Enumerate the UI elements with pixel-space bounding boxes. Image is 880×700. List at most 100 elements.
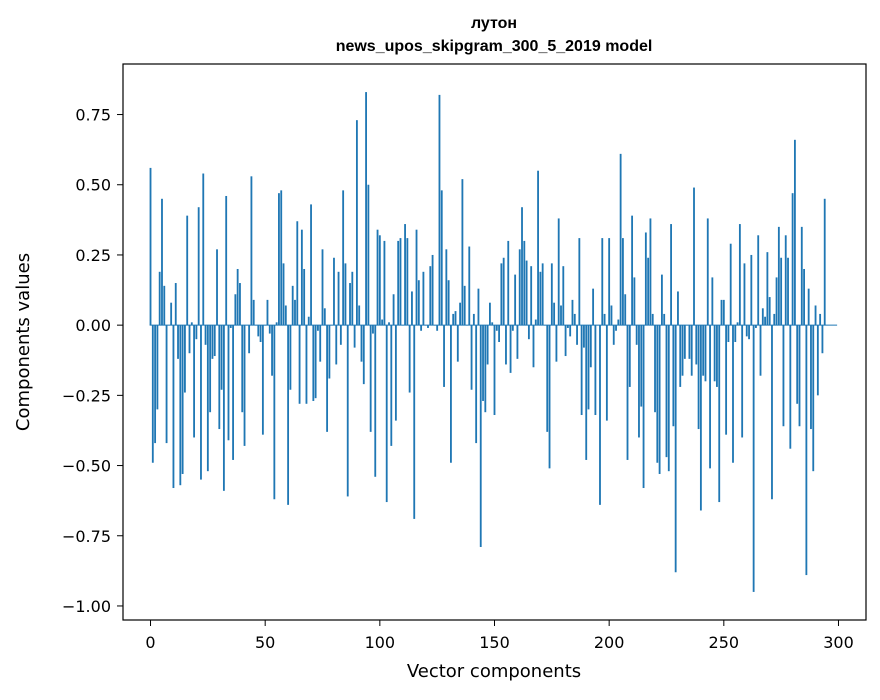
bar bbox=[636, 325, 638, 345]
bar bbox=[395, 325, 397, 420]
bar bbox=[228, 325, 230, 440]
bar bbox=[521, 207, 523, 325]
bar bbox=[556, 325, 558, 362]
bar bbox=[718, 325, 720, 502]
bar bbox=[533, 325, 535, 367]
bar bbox=[214, 325, 216, 356]
bar bbox=[565, 325, 567, 356]
bars-group bbox=[150, 92, 826, 592]
bar bbox=[643, 325, 645, 488]
bar bbox=[650, 218, 652, 325]
bar bbox=[638, 325, 640, 437]
bar bbox=[448, 280, 450, 325]
bar bbox=[484, 325, 486, 412]
x-tick-label: 100 bbox=[365, 633, 396, 652]
bar bbox=[312, 325, 314, 401]
bar bbox=[627, 325, 629, 460]
bar bbox=[489, 303, 491, 325]
bar bbox=[237, 269, 239, 325]
bar bbox=[608, 238, 610, 325]
bar bbox=[342, 190, 344, 325]
bar bbox=[159, 272, 161, 325]
bar bbox=[594, 325, 596, 415]
bar bbox=[432, 255, 434, 325]
bar bbox=[358, 305, 360, 325]
bar bbox=[822, 325, 824, 353]
bar bbox=[523, 241, 525, 325]
bar bbox=[189, 325, 191, 353]
bar bbox=[569, 325, 571, 336]
y-tick-label: −0.75 bbox=[62, 527, 111, 546]
bar bbox=[590, 325, 592, 367]
bar bbox=[661, 275, 663, 326]
bar bbox=[457, 325, 459, 362]
bar bbox=[267, 300, 269, 325]
y-tick-label: 0.75 bbox=[75, 106, 111, 125]
y-tick-label: −0.25 bbox=[62, 386, 111, 405]
x-tick-label: 50 bbox=[255, 633, 275, 652]
bar bbox=[494, 325, 496, 415]
bar bbox=[739, 224, 741, 325]
y-tick-label: −0.50 bbox=[62, 457, 111, 476]
bar bbox=[622, 238, 624, 325]
bar bbox=[225, 196, 227, 325]
bar bbox=[631, 216, 633, 326]
bar bbox=[278, 193, 280, 325]
bar bbox=[436, 325, 438, 331]
bar bbox=[152, 325, 154, 463]
bar bbox=[647, 258, 649, 325]
bar bbox=[585, 325, 587, 460]
bar bbox=[292, 286, 294, 325]
bar bbox=[182, 325, 184, 474]
bar bbox=[271, 325, 273, 376]
chart-title: лутон bbox=[471, 15, 517, 32]
bar bbox=[154, 325, 156, 443]
bar bbox=[753, 325, 755, 592]
x-tick-label: 300 bbox=[823, 633, 854, 652]
bar bbox=[691, 325, 693, 376]
x-tick-label: 0 bbox=[145, 633, 155, 652]
bar bbox=[418, 280, 420, 325]
bar bbox=[783, 325, 785, 426]
bar bbox=[805, 325, 807, 575]
bar bbox=[338, 272, 340, 325]
bar bbox=[411, 291, 413, 325]
bar bbox=[253, 300, 255, 325]
y-tick-label: −1.00 bbox=[62, 597, 111, 616]
bar bbox=[287, 325, 289, 505]
bar bbox=[560, 305, 562, 325]
bar bbox=[351, 272, 353, 325]
bar bbox=[551, 263, 553, 325]
bar bbox=[705, 325, 707, 381]
bar bbox=[326, 325, 328, 432]
bar bbox=[663, 314, 665, 325]
bar bbox=[468, 247, 470, 326]
bar bbox=[709, 325, 711, 468]
bar bbox=[186, 216, 188, 326]
bar bbox=[347, 325, 349, 496]
bar bbox=[723, 300, 725, 325]
bar bbox=[150, 168, 152, 325]
bar bbox=[764, 317, 766, 325]
bar bbox=[333, 258, 335, 325]
bar bbox=[461, 179, 463, 325]
bar bbox=[588, 325, 590, 409]
bar bbox=[514, 275, 516, 326]
bar bbox=[780, 258, 782, 325]
bar bbox=[404, 224, 406, 325]
bar bbox=[553, 303, 555, 325]
bar bbox=[672, 325, 674, 426]
bar bbox=[328, 325, 330, 378]
bar bbox=[517, 325, 519, 359]
bar bbox=[198, 207, 200, 325]
bar bbox=[439, 95, 441, 325]
bar bbox=[303, 269, 305, 325]
bar bbox=[452, 314, 454, 325]
bar bbox=[801, 227, 803, 325]
bar bbox=[212, 325, 214, 359]
bar bbox=[445, 249, 447, 325]
bar bbox=[365, 92, 367, 325]
bar bbox=[572, 300, 574, 325]
